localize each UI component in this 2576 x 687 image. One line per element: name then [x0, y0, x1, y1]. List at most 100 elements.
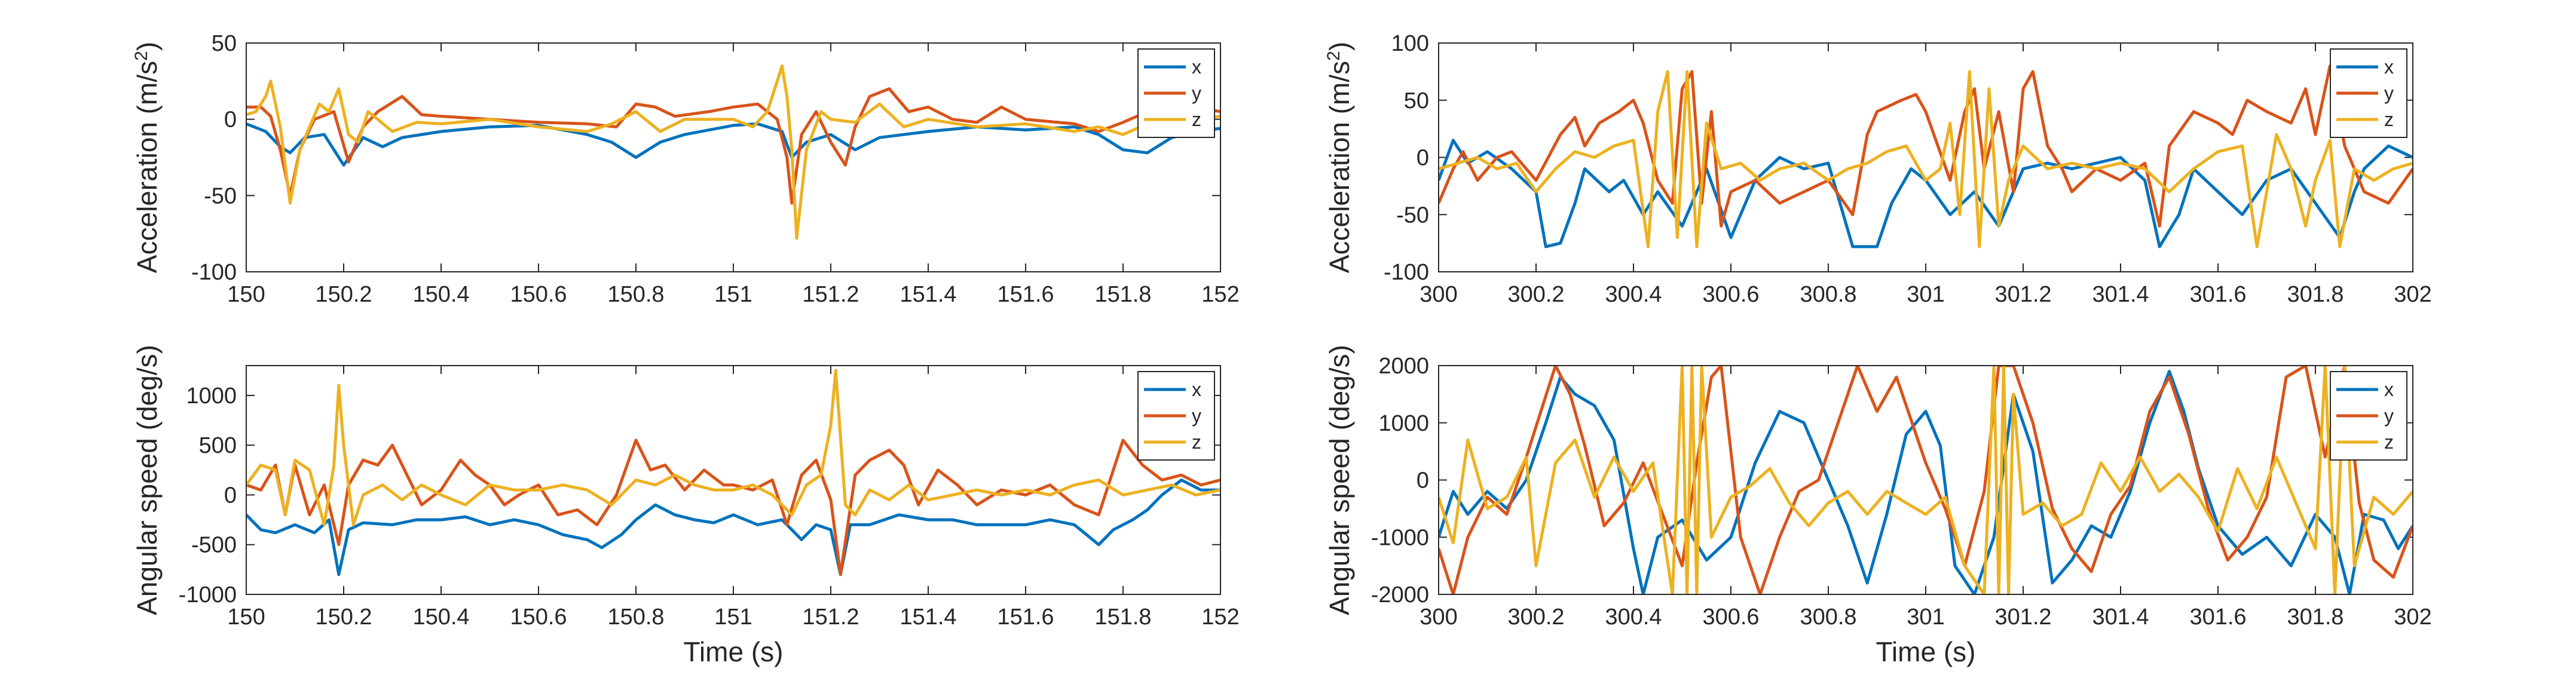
y-tick-label: -50: [204, 183, 237, 208]
panel-gyro-right-ylabel: Angular speed (deg/s): [1324, 345, 1355, 615]
panel-accel-left-ylabel: Acceleration (m/s2): [131, 42, 163, 273]
legend-label-x: x: [1192, 379, 1201, 400]
panel-gyro-left-ylabel: Angular speed (deg/s): [131, 345, 163, 615]
y-tick-label: 0: [224, 108, 237, 133]
y-tick-label: 0: [1417, 146, 1429, 171]
x-tick-label: 151.6: [997, 605, 1054, 630]
y-tick-label: 100: [1391, 31, 1429, 56]
panel-gyro-right-frame: [1438, 365, 2413, 595]
legend-label-z: z: [1192, 431, 1201, 453]
x-tick-label: 150: [227, 282, 265, 307]
legend-label-z: z: [1192, 109, 1201, 130]
panel-gyro-left-frame: [246, 365, 1221, 595]
x-tick-label: 151.8: [1094, 605, 1151, 630]
panel-accel-left-series: [246, 64, 1220, 240]
x-tick-label: 301.8: [2287, 605, 2344, 630]
series-line-x: [1439, 139, 2413, 249]
panel-accel-right-ticks: 300 300.2 300.4 300.6 300.8 301 301.2 301.4 301.…: [1384, 31, 2432, 307]
legend-label-y: y: [1192, 405, 1201, 427]
series-line-x: [1439, 370, 2413, 594]
panel-gyro-right-legend: xyz: [2330, 371, 2407, 461]
legend-label-x: x: [2384, 56, 2394, 78]
y-tick-label: 50: [1404, 88, 1429, 114]
series-line-y: [1439, 366, 2413, 594]
x-tick-label: 150.4: [412, 282, 469, 307]
x-tick-label: 301.8: [2287, 282, 2344, 307]
x-tick-label: 150.4: [412, 605, 469, 630]
y-tick-label: 50: [212, 31, 237, 56]
legend-label-x: x: [2384, 379, 2394, 400]
panel-accel-left-ticks: 150 150.2 150.4 150.6 150.8 151 151.2 151.4 151.…: [191, 31, 1240, 307]
x-tick-label: 152: [1201, 605, 1239, 630]
x-tick-label: 301.6: [2189, 282, 2246, 307]
series-line-z: [246, 369, 1220, 526]
panel-gyro-right-xlabel: Time (s): [1876, 636, 1976, 667]
y-tick-label: 1000: [186, 384, 237, 409]
x-tick-label: 302: [2394, 282, 2431, 307]
x-tick-label: 301.4: [2092, 282, 2149, 307]
panel-gyro-left: 150 150.2 150.4 150.6 150.8 151 151.2 151.4 151.…: [131, 345, 1240, 667]
x-tick-label: 302: [2394, 605, 2431, 630]
x-tick-label: 151: [714, 282, 752, 307]
panel-gyro-left-series: [246, 369, 1220, 576]
x-tick-label: 150.2: [315, 282, 372, 307]
y-tick-label: -2000: [1371, 582, 1429, 608]
ylabel-end: ): [131, 42, 163, 51]
x-tick-label: 150: [227, 605, 265, 630]
panel-gyro-left-xlabel: Time (s): [684, 636, 784, 667]
series-line-x: [246, 479, 1220, 576]
x-tick-label: 300.6: [1702, 282, 1759, 307]
x-tick-label: 300.8: [1800, 605, 1856, 630]
ylabel-end: ): [1324, 42, 1355, 51]
y-tick-label: -1000: [179, 582, 237, 608]
ylabel-main: Angular speed (deg/s): [131, 345, 163, 615]
series-line-y: [1439, 64, 2413, 228]
x-tick-label: 151.4: [900, 282, 956, 307]
panel-accel-left-legend: xyz: [1137, 48, 1215, 138]
series-line-z: [1439, 366, 2413, 594]
panel-accel-left: 150 150.2 150.4 150.6 150.8 151 151.2 151.4 151.…: [131, 31, 1240, 307]
panel-accel-left-frame: [246, 42, 1221, 272]
series-line-x: [246, 122, 1220, 167]
y-tick-label: 500: [199, 433, 237, 458]
panel-gyro-right-series: [1439, 366, 2413, 594]
ylabel-superscript: 2: [1324, 51, 1344, 61]
legend-label-y: y: [2384, 82, 2394, 104]
y-tick-label: -1000: [1371, 525, 1429, 550]
legend-label-y: y: [1192, 82, 1201, 104]
x-tick-label: 150.8: [607, 605, 664, 630]
legend-label-x: x: [1192, 56, 1201, 78]
panel-gyro-left-legend: xyz: [1137, 371, 1215, 461]
x-tick-label: 301.4: [2092, 605, 2149, 630]
x-tick-label: 301.6: [2189, 605, 2246, 630]
x-tick-label: 150.6: [510, 282, 567, 307]
y-tick-label: 1000: [1378, 411, 1429, 436]
x-tick-label: 300.2: [1507, 605, 1564, 630]
x-tick-label: 300: [1419, 605, 1457, 630]
x-tick-label: 301.2: [1994, 282, 2051, 307]
x-tick-label: 151.2: [802, 605, 859, 630]
panel-gyro-left-ticks: 150 150.2 150.4 150.6 150.8 151 151.2 151.4 151.…: [179, 366, 1240, 630]
x-tick-label: 150.2: [315, 605, 372, 630]
x-tick-label: 300.2: [1507, 282, 1564, 307]
x-tick-label: 301: [1907, 605, 1944, 630]
x-tick-label: 152: [1201, 282, 1239, 307]
x-tick-label: 300.4: [1605, 605, 1662, 630]
panel-gyro-right-ticks: 300 300.2 300.4 300.6 300.8 301 301.2 301.4 301.…: [1371, 354, 2432, 630]
ylabel-main: Acceleration (m/s: [131, 61, 163, 273]
legend-label-z: z: [2384, 109, 2394, 130]
panel-accel-right-series: [1439, 64, 2413, 249]
y-tick-label: 2000: [1378, 354, 1429, 379]
series-line-z: [246, 64, 1220, 240]
panel-accel-right-frame: [1438, 42, 2413, 272]
y-tick-label: 0: [1417, 468, 1429, 493]
panel-accel-right-legend: xyz: [2330, 48, 2407, 138]
legend-label-z: z: [2384, 431, 2394, 453]
ylabel-main: Acceleration (m/s: [1324, 61, 1355, 273]
x-tick-label: 300.6: [1702, 605, 1759, 630]
x-tick-label: 150.8: [607, 282, 664, 307]
x-tick-label: 151.6: [997, 282, 1054, 307]
y-tick-label: 0: [224, 483, 237, 508]
y-tick-label: -100: [1384, 260, 1429, 285]
